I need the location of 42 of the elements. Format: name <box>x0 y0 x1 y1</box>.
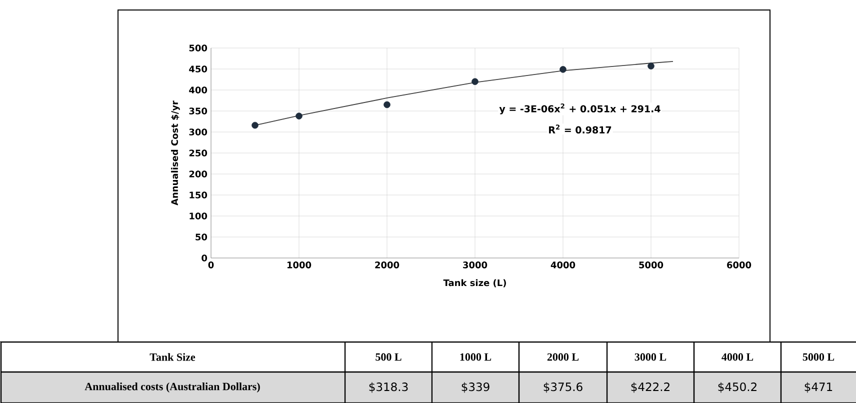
text: 3000 L <box>634 353 666 361</box>
text: $339 <box>462 382 490 393</box>
text: Tank Size <box>150 353 196 361</box>
y-tick-label: 0 <box>202 254 208 262</box>
x-tick-label: 0 <box>208 262 214 268</box>
y-tick-label: 50 <box>196 234 208 240</box>
text: $318.3 <box>369 382 408 393</box>
y-tick-label: 200 <box>189 170 208 178</box>
text: Annualised costs (Australian Dollars) <box>84 382 260 392</box>
x-tick-label: 6000 <box>727 262 752 268</box>
y-tick-label: 300 <box>189 128 208 136</box>
x-tick-label: 2000 <box>375 262 400 268</box>
x-tick-label: 1000 <box>288 262 312 268</box>
text: 4000 L <box>722 353 754 361</box>
x-tick-label: 5000 <box>639 262 664 268</box>
point <box>252 122 258 129</box>
y-tick-label: 350 <box>189 108 208 114</box>
point <box>560 66 566 73</box>
x-axis-title: Tank size (L) <box>443 279 506 288</box>
text: 5000 L <box>802 353 834 361</box>
text: 500 L <box>376 353 402 361</box>
text: $471 <box>804 382 832 393</box>
text: $422.2 <box>631 382 670 393</box>
x-tick-label: 4000 <box>550 262 576 268</box>
annotation: R$^{2}$ = 0.9817 <box>549 124 612 134</box>
y-tick-label: 400 <box>189 86 208 94</box>
x-tick-label: 3000 <box>463 262 488 268</box>
y-tick-label: 500 <box>189 44 208 52</box>
text: 1000 L <box>460 353 492 361</box>
point <box>384 101 390 108</box>
text: 2000 L <box>547 353 579 361</box>
text: $450.2 <box>718 382 756 393</box>
y-axis-title: Annualised Cost $/yr <box>171 100 180 206</box>
y-tick-label: 450 <box>189 66 208 72</box>
y-tick-label: 150 <box>190 192 208 198</box>
point <box>472 78 478 85</box>
point <box>296 112 302 120</box>
text: $375.6 <box>544 382 582 393</box>
y-tick-label: 250 <box>189 150 208 156</box>
y-tick-label: 100 <box>190 212 208 220</box>
annotation: y = -3E-06x$^{2}$ + 0.051x + 291.4 <box>499 103 660 114</box>
point <box>648 62 654 70</box>
